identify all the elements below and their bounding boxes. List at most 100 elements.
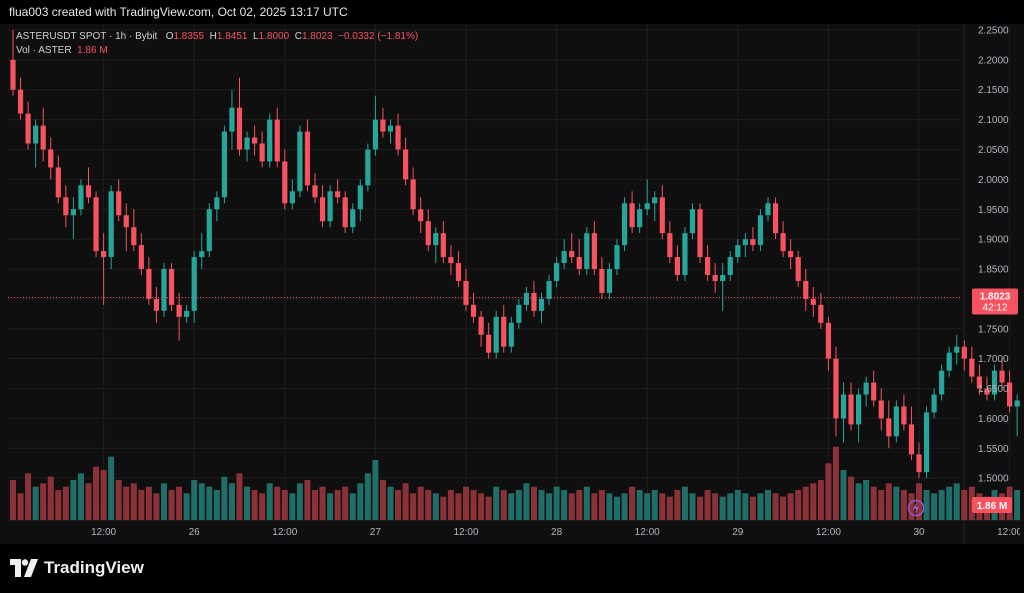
volume-bar <box>93 466 100 520</box>
legend-close-label: C <box>294 31 302 42</box>
volume-bar <box>138 490 145 520</box>
volume-bar <box>614 496 620 520</box>
candle-body <box>727 257 733 275</box>
legend-volume-label[interactable]: Vol · ASTER <box>16 45 72 56</box>
volume-bar <box>357 483 364 520</box>
volume-bar <box>908 493 915 520</box>
candle-body <box>803 280 809 299</box>
volume-bar <box>40 483 47 520</box>
volume-bar <box>342 486 349 520</box>
candle-body <box>720 274 726 281</box>
candle-body <box>199 251 205 258</box>
last-price-tag-countdown: 42:12 <box>982 303 1007 314</box>
volume-bar <box>251 490 258 520</box>
volume-bar <box>372 460 379 520</box>
volume-bar <box>364 473 371 520</box>
volume-bar <box>787 493 794 520</box>
candle-body <box>848 394 854 425</box>
price-tick-label: 1.5500 <box>978 444 1009 455</box>
lightning-icon[interactable] <box>907 499 925 517</box>
chart-panel[interactable]: 2.2500 2.2000 2.1500 2.1000 2.0500 2.0000 1.95… <box>8 24 1024 544</box>
volume-bar <box>772 493 779 520</box>
candle-body <box>561 251 567 264</box>
volume-bar <box>183 493 190 520</box>
volume-bar <box>961 490 968 520</box>
legend-low: 1.8000 <box>258 31 290 42</box>
volume-bar <box>629 486 636 520</box>
legend-volume-value: 1.86 M <box>77 45 108 56</box>
candle-body <box>931 394 937 413</box>
volume-bar <box>168 490 175 520</box>
volume-bar <box>515 490 522 520</box>
candle-body <box>969 358 975 377</box>
candle-body <box>569 251 575 258</box>
volume-bar <box>523 483 530 520</box>
candle-body <box>742 239 748 246</box>
volume-bar <box>817 480 824 520</box>
price-tick-label: 1.6500 <box>978 384 1009 395</box>
last-price-tag-value: 1.8023 <box>980 292 1011 303</box>
volume-bar <box>863 480 870 520</box>
tradingview-logo[interactable]: TradingView <box>10 558 144 578</box>
volume-bar <box>780 496 787 520</box>
volume-bar <box>379 480 386 520</box>
volume-bar <box>463 486 469 520</box>
candle-body <box>40 125 46 150</box>
candle-body <box>123 215 129 228</box>
candle-body <box>644 203 650 210</box>
volume-bar <box>281 490 288 520</box>
volume-bar <box>32 486 39 520</box>
volume-bar <box>493 486 500 520</box>
candle-body <box>78 185 84 210</box>
candle-body <box>772 203 779 234</box>
candle-body <box>886 418 892 437</box>
legend-symbol[interactable]: ASTERUSDT SPOT · 1h · Bybit <box>16 31 158 42</box>
candle-body <box>357 185 363 210</box>
candle-body <box>795 257 801 281</box>
candle-body <box>493 316 499 353</box>
price-tick-label: 1.9500 <box>978 205 1009 216</box>
candle-body <box>856 394 862 425</box>
candle-body <box>478 316 484 335</box>
volume-bar <box>742 493 749 520</box>
volume-bar <box>395 490 402 520</box>
candle-body <box>372 119 378 150</box>
candle-body <box>554 263 560 281</box>
candle-body <box>387 125 394 132</box>
volume-bar <box>681 486 688 520</box>
candle-body <box>17 89 24 114</box>
time-tick-label: 12:00 <box>91 527 116 538</box>
lightning-icon-ring <box>907 499 925 517</box>
time-tick-label: 12:00 <box>453 527 478 538</box>
volume-bar <box>870 486 877 520</box>
price-tick-label: 2.1000 <box>978 115 1009 126</box>
volume-bar <box>568 493 575 520</box>
last-price-tag-bg <box>972 288 1018 315</box>
candle-body <box>1014 400 1020 407</box>
volume-bar <box>259 493 266 520</box>
candle-body <box>70 209 76 216</box>
price-axis[interactable]: 2.2500 2.2000 2.1500 2.1000 2.0500 2.0000 1.95… <box>978 25 1009 514</box>
volume-bar <box>651 490 658 520</box>
candle-body <box>116 191 122 216</box>
volume-bar <box>621 493 628 520</box>
volume-bar <box>108 456 115 520</box>
candle-body <box>425 221 431 246</box>
tradingview-logo-icon <box>10 559 38 577</box>
volume-bar <box>244 486 251 520</box>
volume-bar <box>719 496 726 520</box>
time-axis[interactable]: 12:00 26 12:00 27 12:00 28 12:00 29 12:00 30 12:00… <box>91 527 1022 538</box>
candle-body <box>818 304 824 323</box>
volume-bar <box>848 476 855 520</box>
candle-body <box>350 209 356 228</box>
candle-body <box>614 245 620 270</box>
volume-bar <box>153 493 160 520</box>
volume-bar <box>312 490 318 520</box>
volume-bar <box>191 480 198 520</box>
time-tick-label: 30 <box>913 527 925 538</box>
price-chart[interactable]: 2.2500 2.2000 2.1500 2.1000 2.0500 2.0000 1.95… <box>8 24 1024 544</box>
candle-body <box>546 280 552 299</box>
candle-body <box>206 209 212 252</box>
candle-body <box>750 239 756 246</box>
candle-body <box>48 149 54 168</box>
